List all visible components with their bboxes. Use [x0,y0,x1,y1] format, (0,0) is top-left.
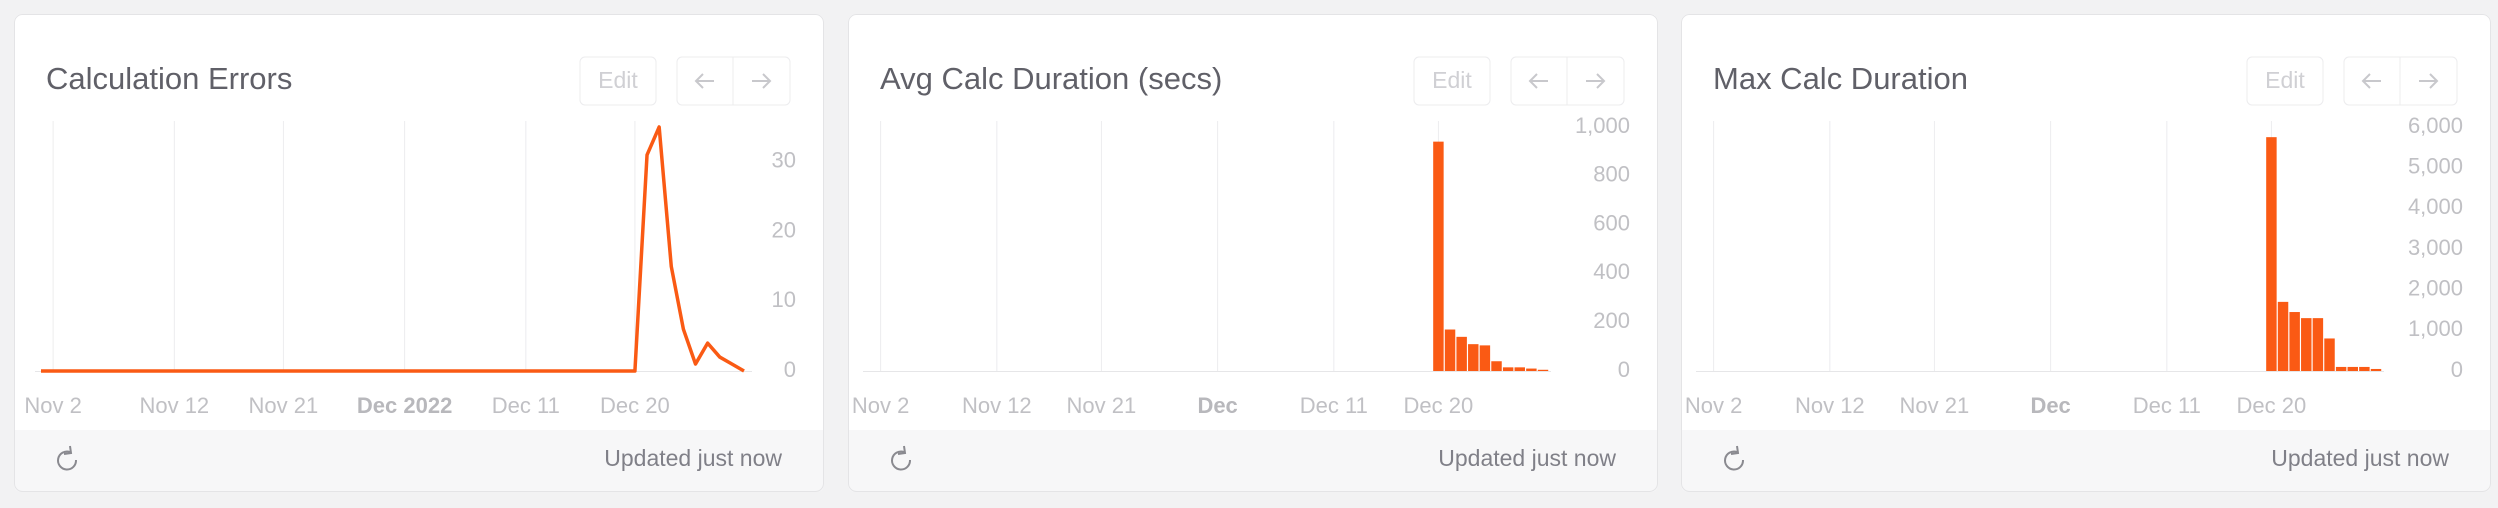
edit-label[interactable]: Edit [598,67,638,93]
bar [2289,312,2300,371]
y-tick-label: 0 [1618,357,1630,382]
edit-button[interactable] [2246,56,2324,106]
refresh-icon[interactable] [57,445,78,471]
status-text: Updated just now [1438,445,1616,471]
bar [2266,137,2277,371]
bar [2370,368,2382,371]
bar [1456,336,1467,371]
x-tick-label: Dec [2030,393,2070,418]
bar [1526,368,1537,371]
y-tick-label: 20 [772,217,796,242]
card-footer [848,430,1658,492]
x-tick-label: Nov 2 [852,393,909,418]
bar [1514,367,1525,371]
x-tick-label: Nov 12 [139,393,209,418]
data-line [41,125,745,373]
card-title: Calculation Errors [46,61,292,96]
card-footer [14,430,824,492]
x-tick-label: Dec 20 [1404,393,1474,418]
x-tick-label: Dec 11 [1300,393,1368,418]
next-arrow[interactable] [1586,73,1606,89]
status-text: Updated just now [2271,445,2449,471]
refresh-icon[interactable] [1724,445,1745,471]
card-border [1681,14,2491,492]
y-tick-label: 0 [784,357,796,382]
y-tick-label: 4,000 [2408,194,2463,219]
card-bg [1681,14,2491,492]
bar [2277,301,2289,371]
card-border [14,14,824,492]
y-tick-label: 400 [1593,259,1630,284]
x-tick-label: Nov 12 [1795,393,1865,418]
x-tick-label: Dec 20 [600,393,670,418]
x-tick-label: Dec 2022 [357,393,452,418]
y-tick-label: 5,000 [2408,153,2463,178]
prev-arrow[interactable] [694,73,714,89]
x-tick-label: Nov 21 [249,393,319,418]
next-arrow[interactable] [752,73,772,89]
y-tick-label: 1,000 [1575,113,1630,138]
y-tick-label: 30 [772,148,796,173]
y-tick-label: 2,000 [2408,275,2463,300]
bar [2301,318,2312,371]
edit-button[interactable] [579,56,657,106]
bar [1491,361,1502,371]
bar [2324,338,2335,371]
y-tick-label: 3,000 [2408,235,2463,260]
y-tick-label: 6,000 [2408,113,2463,138]
card-title: Max Calc Duration [1713,61,1968,96]
bar [2359,366,2370,371]
x-tick-label: Nov 2 [1685,393,1742,418]
card: Max Calc Duration Edit Updated just now Nov… [1681,14,2491,492]
y-tick-label: 200 [1593,308,1630,333]
y-tick-label: 600 [1593,210,1630,235]
bar [1502,367,1514,371]
card-border [848,14,1658,492]
x-tick-label: Nov 2 [24,393,81,418]
bar [1433,141,1444,371]
card: Calculation Errors Edit Updated just now No… [14,14,824,492]
card: Avg Calc Duration (secs) Edit Updated just… [848,14,1658,492]
bar [1479,345,1491,371]
prev-arrow[interactable] [2361,73,2381,89]
bar [2312,318,2324,371]
card-bg [848,14,1658,492]
edit-button[interactable] [1413,56,1491,106]
status-text: Updated just now [604,445,782,471]
card-title: Avg Calc Duration (secs) [880,61,1222,96]
x-tick-label: Nov 21 [1067,393,1137,418]
edit-label[interactable]: Edit [1432,67,1472,93]
bar [2335,366,2347,371]
x-tick-label: Dec 11 [492,393,560,418]
x-tick-label: Nov 21 [1900,393,1970,418]
card-footer [1681,430,2491,492]
prev-arrow[interactable] [1528,73,1548,89]
next-arrow[interactable] [2419,73,2439,89]
x-tick-label: Nov 12 [962,393,1032,418]
y-tick-label: 10 [772,287,796,312]
edit-label[interactable]: Edit [2265,67,2305,93]
y-tick-label: 0 [2451,357,2463,382]
refresh-icon[interactable] [891,445,912,471]
x-tick-label: Dec [1197,393,1237,418]
x-tick-label: Dec 20 [2237,393,2307,418]
bar [1537,369,1549,371]
bar [1444,329,1456,371]
x-tick-label: Dec 11 [2133,393,2201,418]
y-tick-label: 800 [1593,162,1630,187]
y-tick-label: 1,000 [2408,316,2463,341]
bar [1468,344,1479,371]
bar [2347,366,2358,371]
